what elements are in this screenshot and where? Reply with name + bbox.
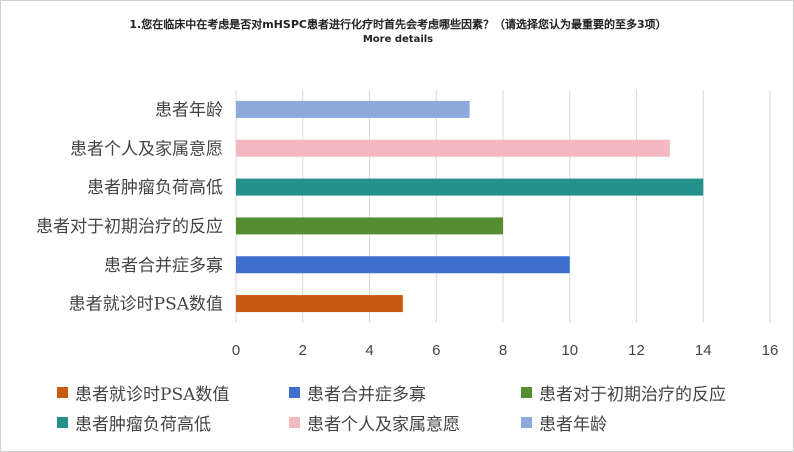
bar-5[interactable] (236, 256, 570, 274)
legend-swatch (57, 386, 68, 398)
legend-item[interactable]: 患者肿瘤负荷高低 (57, 411, 289, 435)
category-label: 患者肿瘤负荷高低 (87, 178, 223, 198)
x-tick-label: 16 (762, 342, 779, 359)
legend-swatch (521, 416, 532, 428)
x-tick-label: 0 (232, 342, 240, 359)
legend-label: 患者就诊时PSA数值 (75, 384, 230, 405)
x-tick-label: 2 (299, 342, 307, 359)
category-label: 患者就诊时PSA数值 (69, 295, 223, 315)
legend-label: 患者肿瘤负荷高低 (75, 414, 211, 435)
bars (236, 100, 704, 313)
legend-item[interactable]: 患者就诊时PSA数值 (57, 381, 289, 405)
legend-swatch (57, 416, 68, 428)
bar-6[interactable] (236, 295, 403, 313)
category-labels: 患者年龄患者个人及家属意愿患者肿瘤负荷高低患者对于初期治疗的反应患者合并症多寡患… (36, 100, 223, 314)
x-tick-label: 10 (561, 342, 578, 359)
category-label: 患者合并症多寡 (104, 256, 223, 276)
category-label: 患者年龄 (155, 100, 223, 120)
legend-swatch (289, 416, 300, 428)
legend-label: 患者个人及家属意愿 (307, 414, 460, 435)
x-tick-label: 4 (365, 342, 373, 359)
x-tick-labels: 0 2 4 6 8 10 12 14 16 (232, 342, 779, 359)
legend-label: 患者年龄 (539, 414, 607, 435)
gridlines (235, 90, 771, 323)
chart-subtitle[interactable]: More details (362, 34, 434, 45)
legend-item[interactable]: 患者对于初期治疗的反应 (521, 381, 781, 405)
legend: 患者就诊时PSA数值 患者合并症多寡 患者对于初期治疗的反应患者肿瘤负荷高低 患者个人… (57, 381, 777, 435)
bar-2[interactable] (236, 139, 670, 157)
legend-swatch (521, 386, 532, 398)
legend-item[interactable]: 患者年龄 (521, 411, 781, 435)
x-tick-label: 8 (499, 342, 507, 359)
category-label: 患者个人及家属意愿 (70, 139, 223, 159)
x-tick-label: 12 (628, 342, 645, 359)
legend-swatch (289, 386, 300, 398)
bar-3[interactable] (236, 178, 704, 196)
bar-1[interactable] (236, 100, 470, 118)
chart-title: 1.您在临床中在考虑是否对mHSPC患者进行化疗时首先会考虑哪些因素？（请选择您… (129, 18, 667, 31)
legend-label: 患者合并症多寡 (307, 384, 426, 405)
legend-item[interactable]: 患者个人及家属意愿 (289, 411, 521, 435)
bar-chart: 患者年龄患者个人及家属意愿患者肿瘤负荷高低患者对于初期治疗的反应患者合并症多寡患… (36, 90, 779, 359)
legend-item[interactable]: 患者合并症多寡 (289, 381, 521, 405)
x-tick-label: 14 (695, 342, 712, 359)
category-label: 患者对于初期治疗的反应 (36, 217, 223, 237)
bar-4[interactable] (236, 217, 503, 235)
legend-label: 患者对于初期治疗的反应 (539, 384, 726, 405)
x-tick-label: 6 (432, 342, 440, 359)
